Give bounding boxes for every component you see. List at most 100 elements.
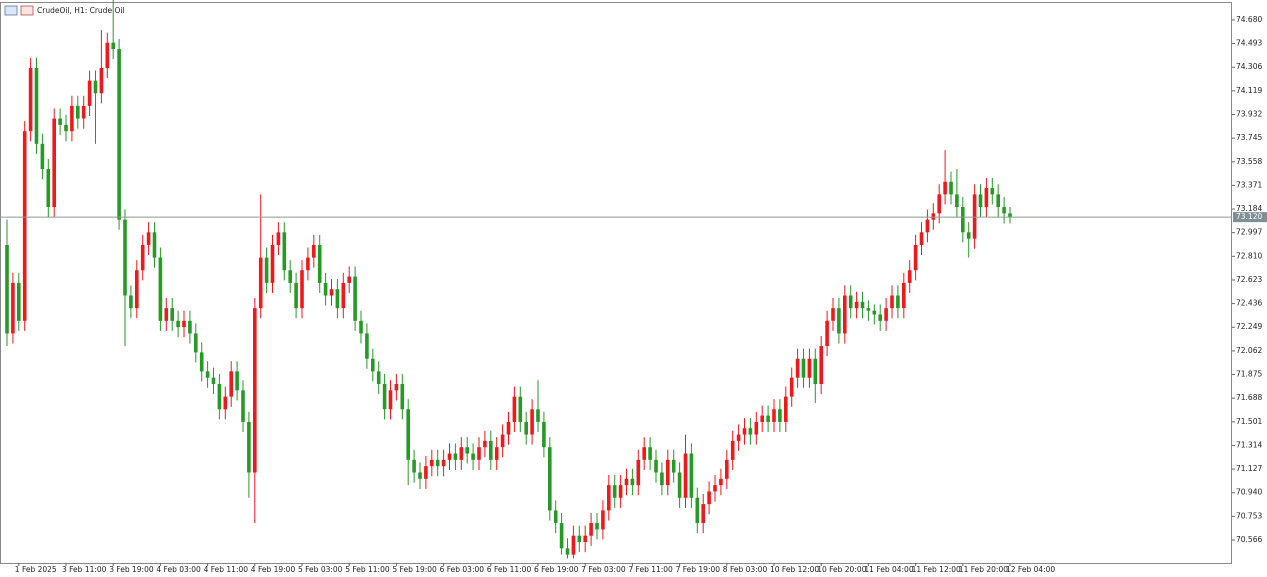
- candle-body: [990, 188, 995, 195]
- candle-body: [866, 308, 871, 311]
- candle-body: [565, 548, 570, 555]
- candle-body: [211, 377, 216, 385]
- candle-body: [701, 504, 705, 524]
- candle-body: [465, 447, 469, 454]
- y-tick-label: 70.940: [1236, 488, 1262, 497]
- candle-body: [559, 523, 564, 549]
- x-tick-label: 11 Feb 04:00: [864, 565, 913, 574]
- candle-body: [884, 308, 888, 321]
- candle-body: [40, 143, 45, 170]
- y-tick-label: 74.493: [1236, 39, 1262, 48]
- candle-body: [11, 282, 15, 334]
- candle-body: [93, 80, 98, 94]
- candle-body: [713, 485, 717, 492]
- candle-body: [376, 371, 381, 385]
- y-tick-label: 73.745: [1236, 133, 1262, 142]
- candle-body: [135, 270, 139, 309]
- price-label-box: [1233, 212, 1267, 223]
- x-tick-label: 1 Feb 2025: [15, 565, 57, 574]
- candle-body: [872, 310, 877, 315]
- candle-body: [789, 377, 794, 397]
- candle-body: [890, 295, 894, 309]
- candle-body: [194, 333, 198, 353]
- candle-body: [406, 409, 410, 460]
- candle-body: [253, 308, 257, 473]
- candle-body: [943, 181, 947, 195]
- candle-body: [772, 409, 776, 422]
- x-tick-label: 3 Feb 11:00: [62, 565, 107, 574]
- candle-body: [459, 447, 464, 460]
- chart-title: CrudeOil, H1: Crude Oil: [37, 6, 125, 15]
- candle-body: [34, 67, 39, 144]
- candle-body: [471, 453, 475, 460]
- candle-body: [1008, 213, 1012, 218]
- candle-body: [5, 244, 9, 334]
- candle-body: [996, 194, 1000, 208]
- candle-body: [607, 485, 611, 511]
- candle-body: [725, 459, 729, 479]
- y-tick-label: 72.810: [1236, 251, 1262, 260]
- candle-body: [754, 421, 759, 435]
- y-tick-label: 74.119: [1236, 86, 1262, 95]
- candle-body: [524, 421, 528, 435]
- x-tick-label: 7 Feb 11:00: [628, 565, 673, 574]
- candle-body: [494, 447, 499, 460]
- y-tick-label: 74.680: [1236, 15, 1262, 24]
- x-tick-label: 11 Feb 20:00: [959, 565, 1008, 574]
- candle-body: [949, 181, 953, 195]
- candle-body: [896, 295, 900, 309]
- candle-body: [553, 510, 558, 524]
- candle-body: [483, 440, 487, 448]
- candle-body: [902, 282, 906, 309]
- candle-body: [365, 333, 369, 359]
- candle-body: [430, 459, 434, 467]
- y-tick-label: 72.249: [1236, 322, 1262, 331]
- x-tick-label: 10 Feb 12:00: [770, 565, 819, 574]
- y-tick-label: 70.753: [1236, 511, 1262, 520]
- candle-body: [294, 282, 298, 309]
- candle-body: [784, 396, 788, 422]
- candle-body: [341, 282, 346, 309]
- candle-body: [542, 421, 546, 448]
- candle-body: [548, 447, 552, 511]
- x-tick-label: 3 Feb 19:00: [109, 565, 154, 574]
- candle-body: [577, 535, 582, 543]
- candle-body: [371, 358, 375, 372]
- candle-body: [571, 535, 576, 555]
- x-tick-label: 6 Feb 03:00: [440, 565, 485, 574]
- candle-body: [146, 232, 151, 245]
- candle-body: [837, 308, 841, 334]
- y-tick-label: 72.062: [1236, 346, 1262, 355]
- candle-body: [642, 447, 646, 460]
- candle-body: [182, 320, 186, 328]
- plot-frame: [0, 2, 1232, 564]
- candle-body: [583, 535, 587, 543]
- y-tick-label: 73.932: [1236, 109, 1262, 118]
- candle-body: [170, 308, 174, 321]
- candle-body: [695, 497, 700, 524]
- candle-body: [152, 232, 157, 258]
- candle-body: [22, 131, 27, 321]
- candle-body: [199, 352, 204, 372]
- candle-body: [654, 459, 658, 473]
- candle-body: [282, 232, 287, 271]
- x-tick-label: 5 Feb 11:00: [345, 565, 390, 574]
- candle-body: [382, 384, 387, 410]
- candle-body: [843, 295, 847, 334]
- candle-body: [736, 434, 741, 441]
- candle-body: [264, 257, 269, 283]
- candle-body: [99, 67, 104, 94]
- candle-body: [129, 295, 133, 309]
- candle-body: [671, 459, 676, 473]
- x-tick-label: 7 Feb 19:00: [676, 565, 721, 574]
- x-tick-label: 7 Feb 03:00: [581, 565, 626, 574]
- candle-body: [176, 320, 180, 328]
- candle-body: [618, 485, 623, 498]
- y-tick-label: 71.875: [1236, 370, 1262, 379]
- candle-body: [70, 105, 74, 132]
- y-tick-label: 73.371: [1236, 180, 1262, 189]
- candle-body: [329, 289, 334, 296]
- candle-body: [81, 105, 86, 119]
- candle-body: [394, 384, 399, 391]
